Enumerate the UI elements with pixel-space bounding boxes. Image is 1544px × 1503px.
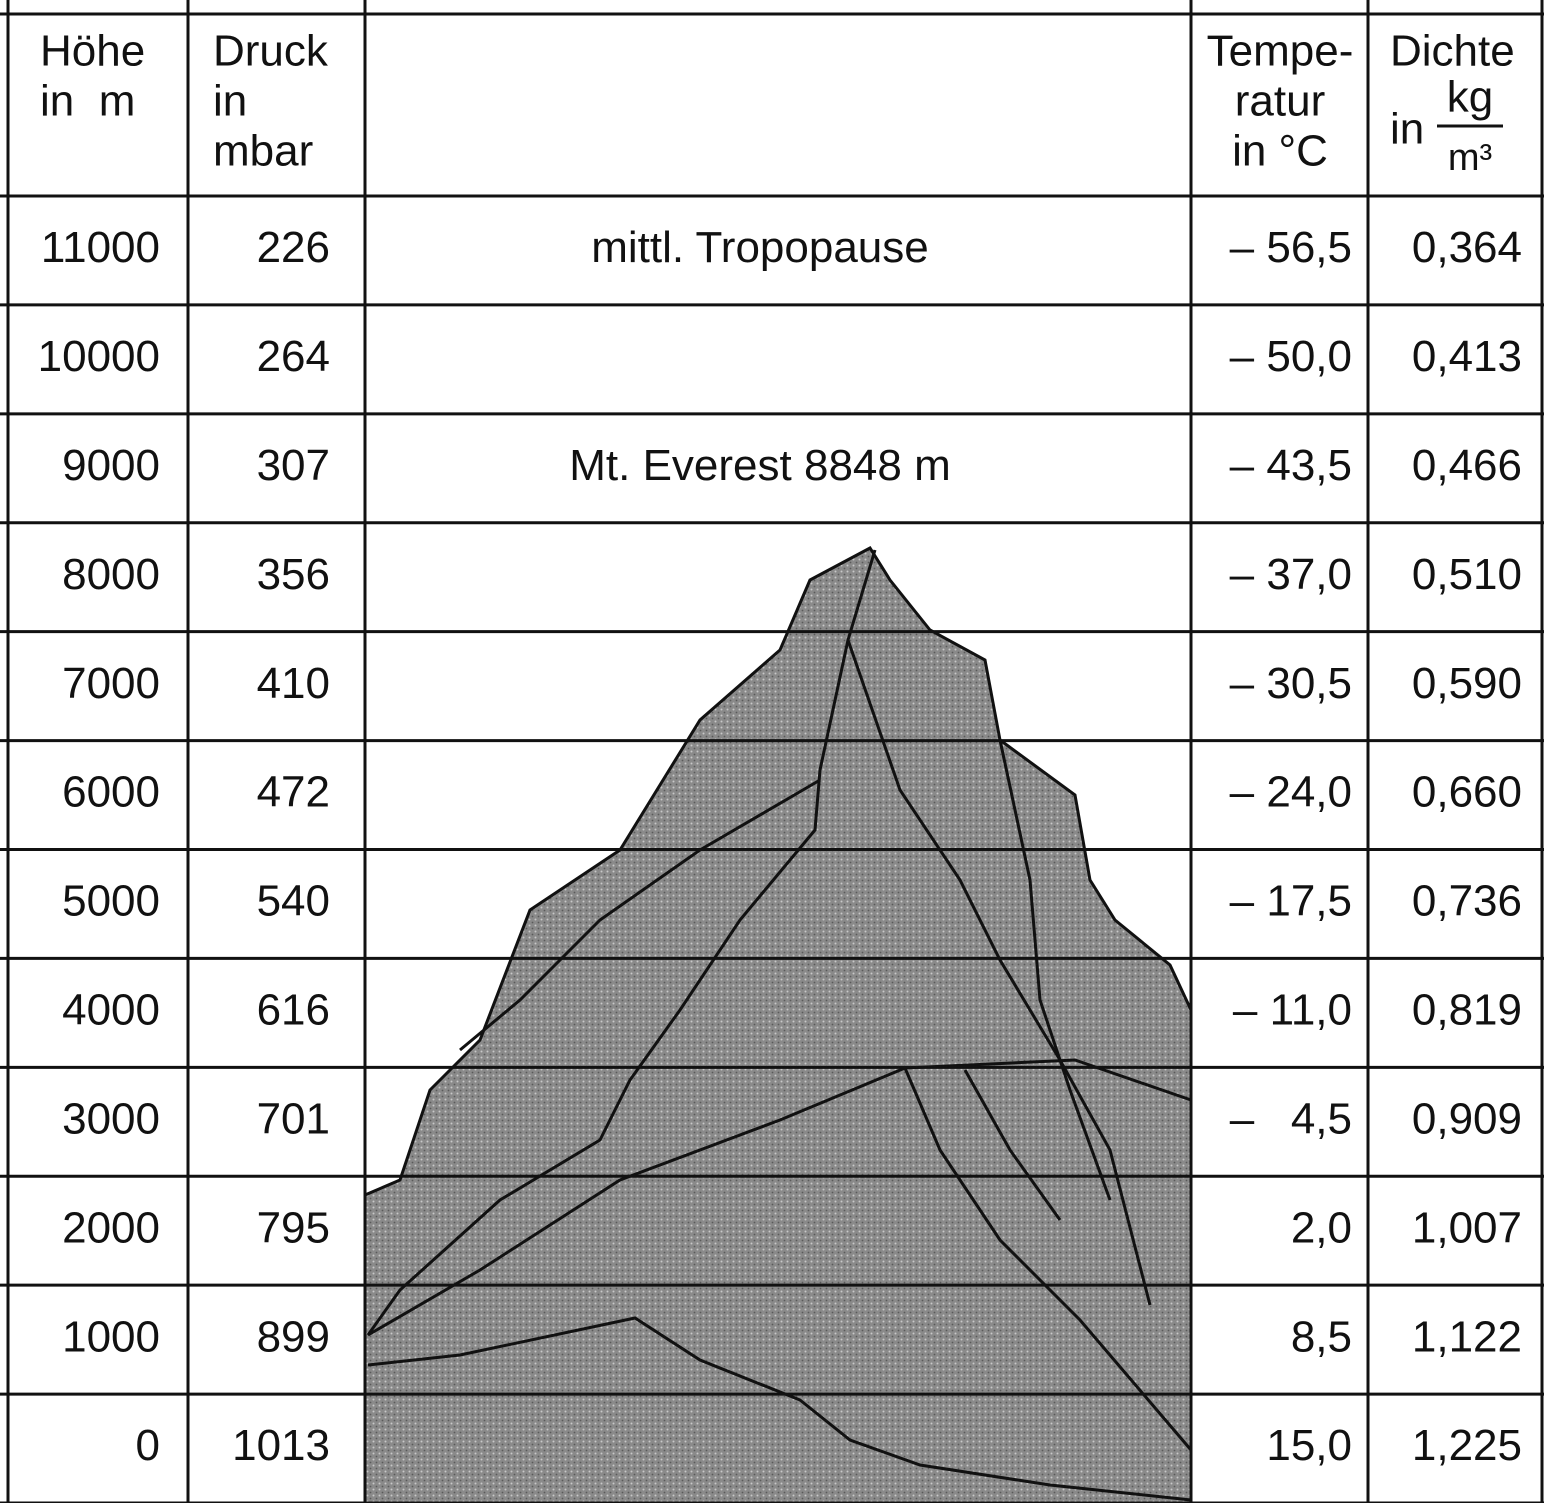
header-unit-numerator: kg [1447, 73, 1493, 122]
temperature-cell: – 11,0 [1233, 986, 1352, 1035]
height-cell: 8000 [62, 550, 160, 599]
temperature-cell: – 24,0 [1230, 768, 1352, 817]
density-cell: 1,225 [1412, 1421, 1522, 1470]
pressure-cell: 616 [257, 986, 330, 1035]
pressure-cell: 307 [257, 441, 330, 490]
note-cell: Mt. Everest 8848 m [569, 441, 950, 490]
header-unit-denominator: m³ [1448, 137, 1492, 179]
height-cell: 2000 [62, 1203, 160, 1252]
density-cell: 0,590 [1412, 659, 1522, 708]
header-text: Dichte [1390, 27, 1515, 76]
height-cell: 6000 [62, 768, 160, 817]
pressure-cell: 899 [257, 1312, 330, 1361]
pressure-cell: 410 [257, 659, 330, 708]
density-cell: 0,510 [1412, 550, 1522, 599]
height-cell: 7000 [62, 659, 160, 708]
temperature-cell: – 37,0 [1230, 550, 1352, 599]
density-cell: 0,413 [1412, 332, 1522, 381]
header-text: in °C [1232, 127, 1328, 176]
temperature-cell: 15,0 [1266, 1421, 1352, 1470]
pressure-cell: 226 [257, 223, 330, 272]
height-cell: 1000 [62, 1312, 160, 1361]
header-text: ratur [1235, 77, 1325, 126]
temperature-cell: – 4,5 [1230, 1094, 1352, 1143]
pressure-cell: 264 [257, 332, 330, 381]
header-text: Höhe [40, 27, 145, 76]
pressure-cell: 1013 [232, 1421, 330, 1470]
temperature-cell: – 50,0 [1230, 332, 1352, 381]
temperature-cell: – 30,5 [1230, 659, 1352, 708]
pressure-cell: 540 [257, 877, 330, 926]
header-text: Tempe- [1207, 27, 1354, 76]
temperature-cell: – 43,5 [1230, 441, 1352, 490]
height-cell: 11000 [41, 223, 160, 272]
pressure-cell: 472 [257, 768, 330, 817]
header-text: in m [40, 77, 135, 126]
mountain [365, 548, 1191, 1503]
header-text: mbar [213, 127, 313, 176]
temperature-cell: 8,5 [1291, 1312, 1352, 1361]
pressure-cell: 356 [257, 550, 330, 599]
temperature-cell: – 56,5 [1230, 223, 1352, 272]
height-cell: 0 [136, 1421, 160, 1470]
header-text: in [213, 77, 247, 126]
height-cell: 5000 [62, 877, 160, 926]
header-text: in [1390, 105, 1424, 154]
pressure-cell: 795 [257, 1203, 330, 1252]
temperature-cell: – 17,5 [1230, 877, 1352, 926]
density-cell: 0,466 [1412, 441, 1522, 490]
density-cell: 0,819 [1412, 986, 1522, 1035]
note-cell: mittl. Tropopause [591, 223, 929, 272]
height-cell: 10000 [38, 332, 160, 381]
table-page: Höhein mDruckinmbarTempe-raturin °CDicht… [0, 0, 1544, 1503]
density-cell: 0,909 [1412, 1094, 1522, 1143]
height-cell: 9000 [62, 441, 160, 490]
density-cell: 0,660 [1412, 768, 1522, 817]
density-cell: 0,736 [1412, 877, 1522, 926]
density-cell: 1,007 [1412, 1203, 1522, 1252]
temperature-cell: 2,0 [1291, 1203, 1352, 1252]
density-cell: 1,122 [1412, 1312, 1522, 1361]
height-cell: 4000 [62, 986, 160, 1035]
header-text: Druck [213, 27, 329, 76]
pressure-cell: 701 [257, 1094, 330, 1143]
height-cell: 3000 [62, 1094, 160, 1143]
density-cell: 0,364 [1412, 223, 1522, 272]
